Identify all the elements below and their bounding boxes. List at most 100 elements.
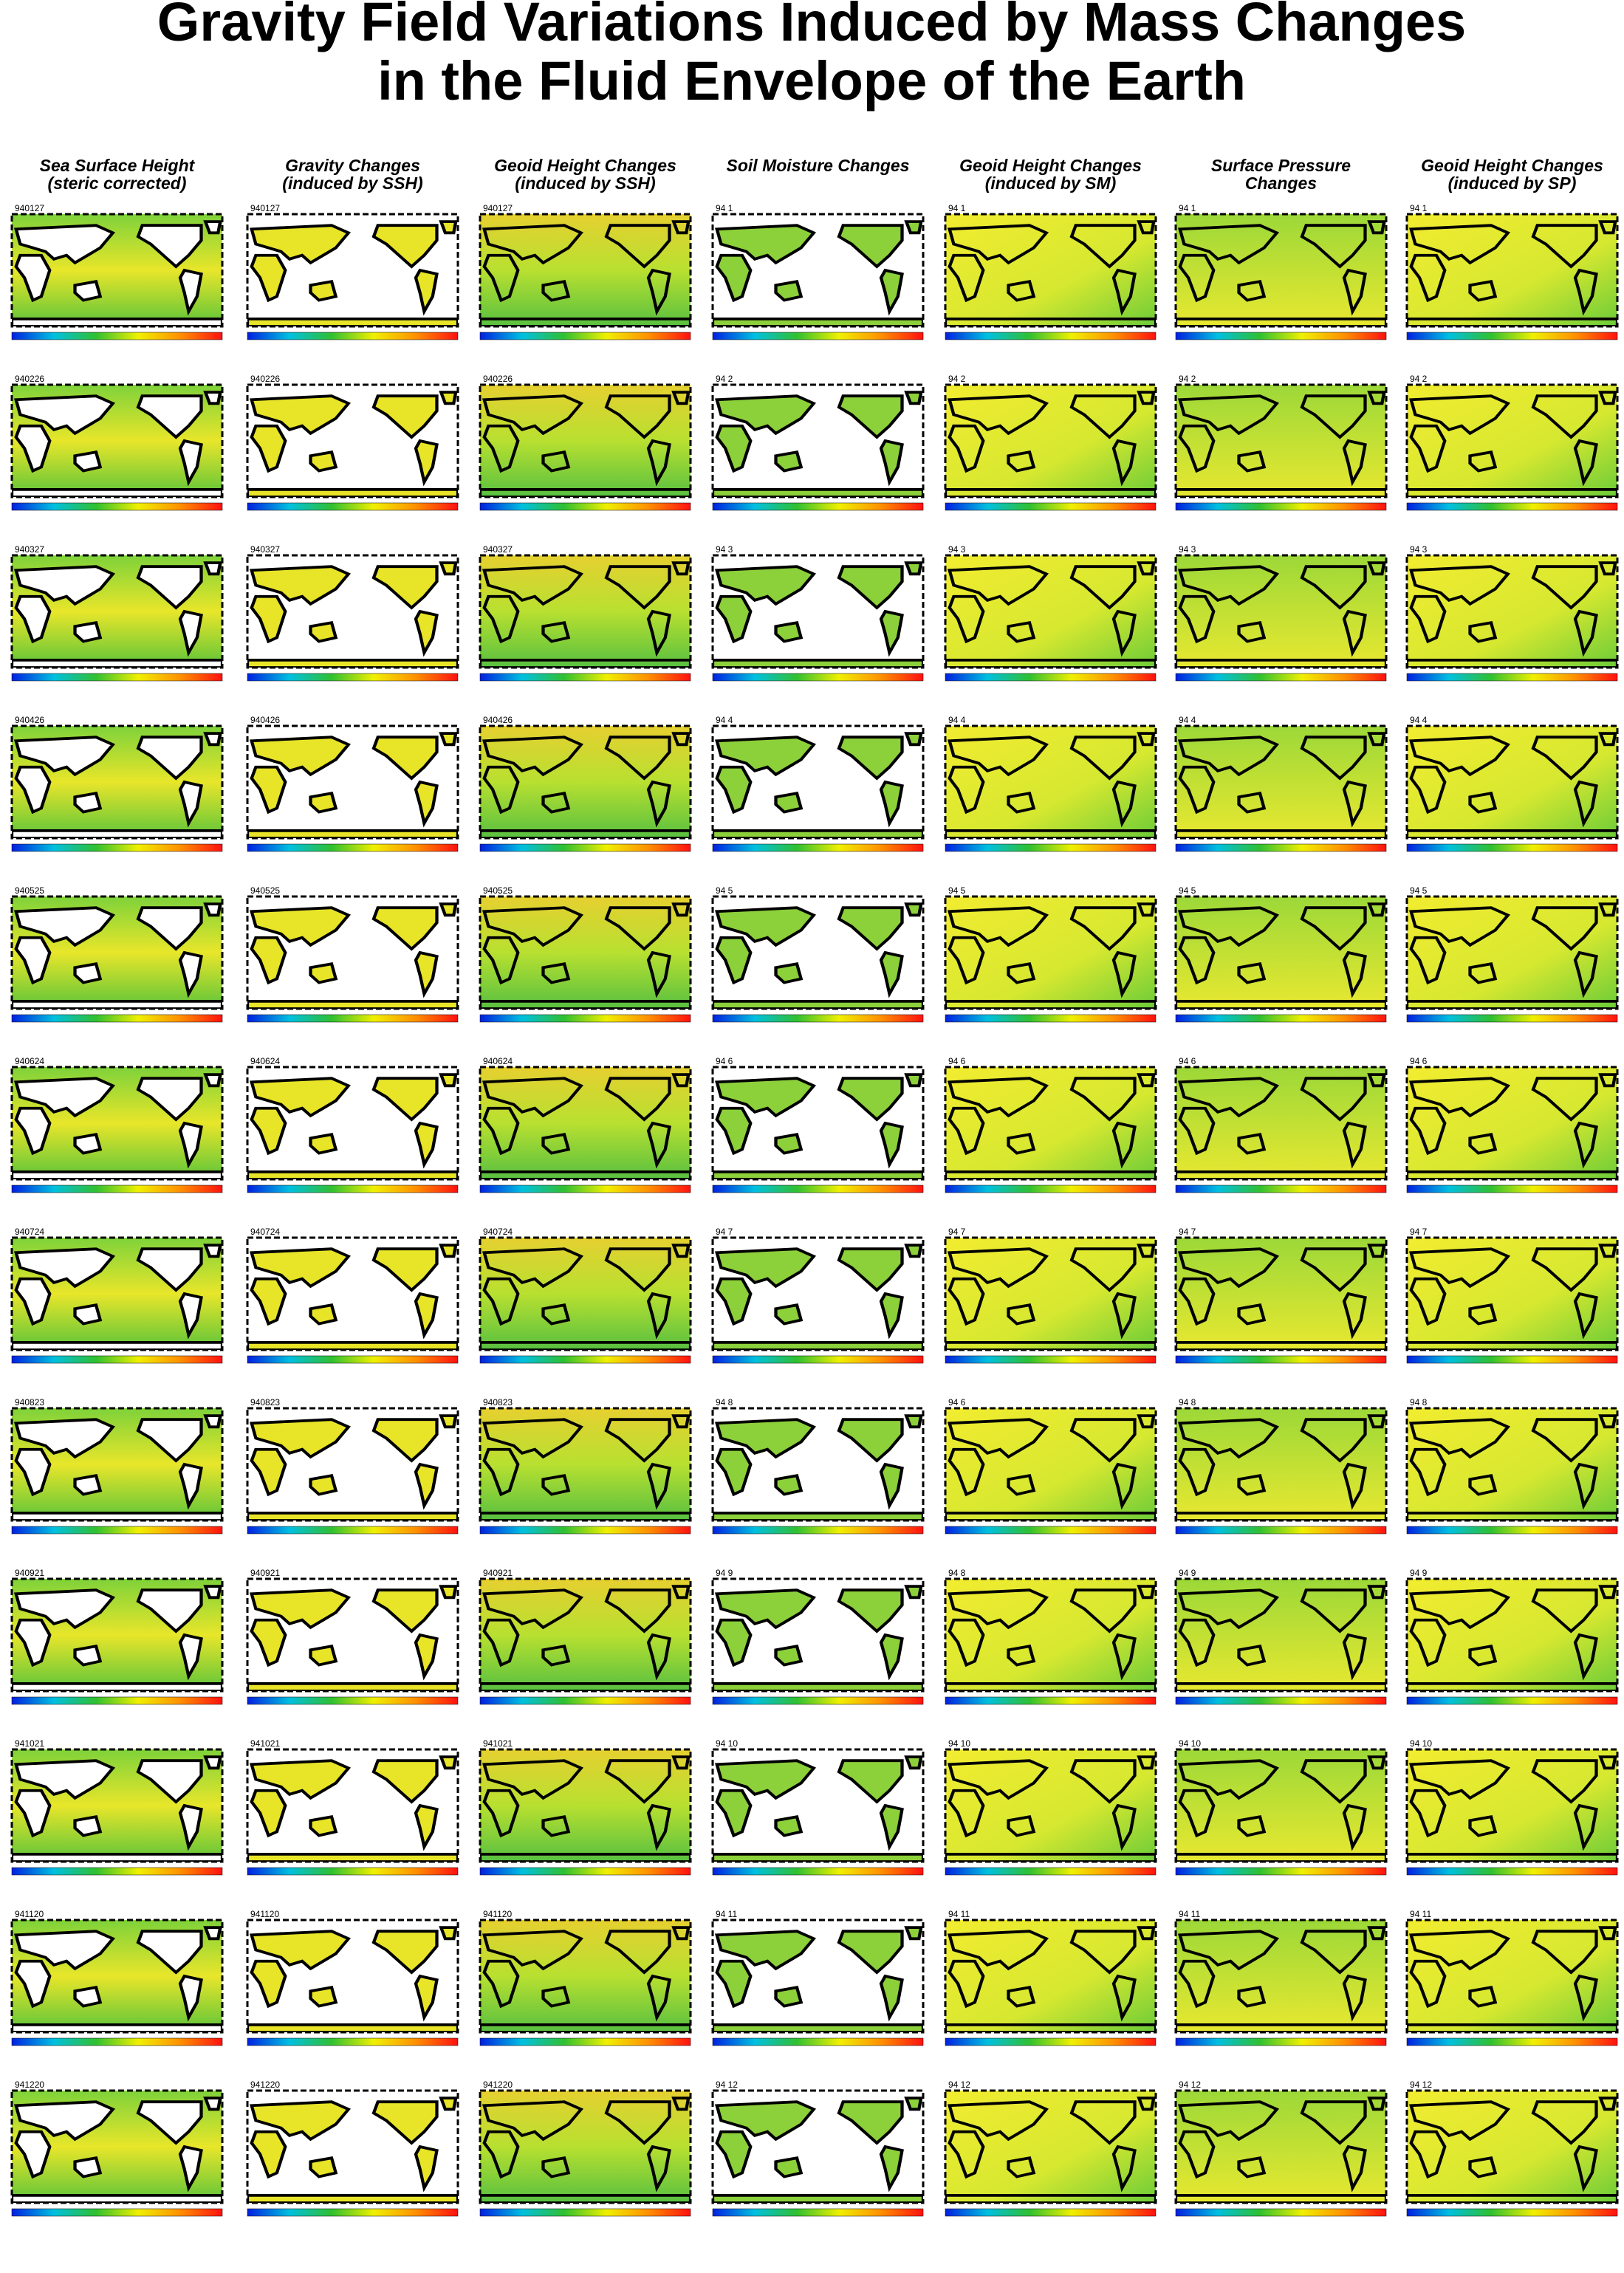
colorbar — [1406, 673, 1618, 682]
panel-label: 94 7 — [1179, 1227, 1196, 1237]
map-frame — [1405, 2089, 1619, 2204]
map-frame — [479, 895, 692, 1010]
column-heading: Gravity Changes — [285, 156, 420, 175]
colorbar — [247, 2037, 459, 2046]
map-frame — [479, 1577, 692, 1693]
column-heading: Geoid Height Changes — [494, 156, 676, 175]
map-panel: 94 6 — [944, 1056, 1157, 1193]
map-panel: 94 11 — [711, 1909, 925, 2046]
map-panel: 94 4 — [1405, 715, 1619, 852]
panel-label: 94 1 — [1410, 203, 1428, 213]
panel-label: 94 6 — [1410, 1056, 1428, 1066]
map-panel: 941120 — [246, 1909, 459, 2046]
colorbar — [479, 502, 691, 511]
map-panel: 94 2 — [944, 374, 1157, 511]
map-frame — [944, 1919, 1157, 2034]
colorbar — [945, 1867, 1157, 1876]
colorbar — [1406, 1185, 1618, 1193]
colorbar — [712, 843, 924, 852]
map-frame — [944, 1577, 1157, 1693]
map-panel: 940525 — [479, 885, 692, 1023]
panel-label: 94 8 — [1410, 1397, 1428, 1408]
map-frame — [246, 1407, 459, 1522]
map-panel: 94 9 — [1405, 1568, 1619, 1705]
colorbar — [1406, 1526, 1618, 1535]
map-panel: 94 7 — [1174, 1227, 1388, 1364]
map-panel: 940724 — [479, 1227, 692, 1364]
colorbar — [479, 1014, 691, 1023]
colorbar — [11, 843, 223, 852]
colorbar — [1175, 1014, 1387, 1023]
map-panel: 94 10 — [1174, 1738, 1388, 1876]
panel-label: 94 5 — [948, 885, 966, 896]
map-frame — [479, 383, 692, 498]
title-line: Gravity Field Variations Induced by Mass… — [157, 0, 1466, 52]
map-frame — [711, 1748, 925, 1863]
map-frame — [246, 213, 459, 328]
panel-label: 94 12 — [1179, 2080, 1201, 2090]
map-frame — [711, 1066, 925, 1181]
map-frame — [944, 554, 1157, 669]
map-frame — [10, 383, 224, 498]
map-panel: 94 4 — [711, 715, 925, 852]
column-heading: (induced by SP) — [1448, 174, 1577, 193]
panel-label: 94 11 — [716, 1909, 737, 1919]
map-panel: 94 1 — [944, 203, 1157, 340]
colorbar — [1406, 1355, 1618, 1364]
panel-label: 940624 — [483, 1056, 513, 1066]
colorbar — [1175, 2208, 1387, 2217]
colorbar — [1175, 843, 1387, 852]
colorbar — [945, 1526, 1157, 1535]
map-panel: 94 8 — [1174, 1397, 1388, 1535]
panel-label: 941220 — [15, 2080, 44, 2090]
colorbar — [945, 673, 1157, 682]
panel-label: 940525 — [15, 885, 44, 896]
map-panel: 94 7 — [944, 1227, 1157, 1364]
panel-label: 941021 — [15, 1738, 44, 1749]
map-panel: 94 4 — [944, 715, 1157, 852]
colorbar — [712, 2037, 924, 2046]
colorbar — [247, 1526, 459, 1535]
map-panel: 940226 — [10, 374, 224, 511]
colorbar — [479, 1867, 691, 1876]
panel-label: 94 6 — [948, 1056, 966, 1066]
panel-label: 94 10 — [1410, 1738, 1432, 1749]
map-panel: 94 11 — [944, 1909, 1157, 2046]
map-panel: 94 10 — [944, 1738, 1157, 1876]
panel-label: 940624 — [250, 1056, 280, 1066]
colorbar — [712, 1185, 924, 1193]
map-frame — [1174, 1407, 1388, 1522]
colorbar — [1406, 1014, 1618, 1023]
map-frame — [944, 1748, 1157, 1863]
colorbar — [712, 1014, 924, 1023]
map-frame — [944, 1407, 1157, 1522]
map-panel: 94 3 — [711, 544, 925, 682]
colorbar — [247, 1867, 459, 1876]
map-frame — [246, 383, 459, 498]
map-panel: 94 12 — [1174, 2080, 1388, 2217]
map-panel: 94 5 — [711, 885, 925, 1023]
map-panel: 940426 — [246, 715, 459, 852]
map-panel: 940426 — [479, 715, 692, 852]
panel-label: 941220 — [250, 2080, 280, 2090]
colorbar — [712, 1526, 924, 1535]
map-frame — [1405, 1407, 1619, 1522]
map-frame — [1405, 213, 1619, 328]
panel-label: 941021 — [250, 1738, 280, 1749]
colorbar — [11, 1867, 223, 1876]
panel-label: 94 5 — [1410, 885, 1428, 896]
panel-label: 94 4 — [948, 715, 966, 725]
panel-label: 94 4 — [1410, 715, 1428, 725]
panel-label: 94 3 — [1179, 544, 1196, 555]
map-panel: 94 9 — [1174, 1568, 1388, 1705]
map-frame — [1405, 1236, 1619, 1351]
map-frame — [479, 1919, 692, 2034]
panel-label: 94 2 — [948, 374, 966, 384]
map-panel: 94 3 — [1174, 544, 1388, 682]
map-panel: 94 11 — [1174, 1909, 1388, 2046]
map-panel: 940921 — [246, 1568, 459, 1705]
map-frame — [1405, 383, 1619, 498]
map-frame — [944, 1236, 1157, 1351]
panel-label: 94 3 — [1410, 544, 1428, 555]
